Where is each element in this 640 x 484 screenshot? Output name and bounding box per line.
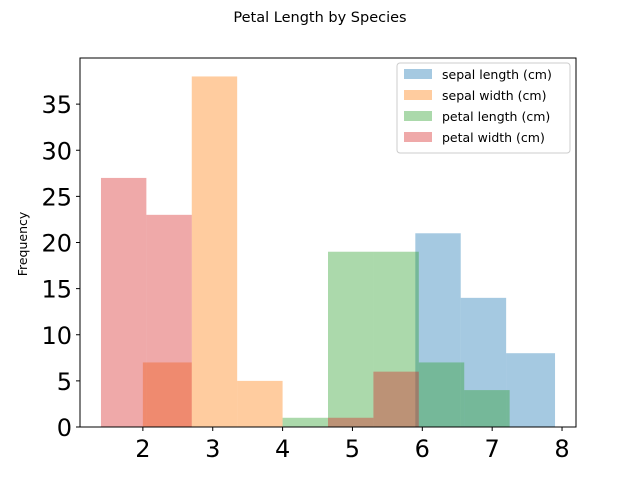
bar-series-3-bin-3: [373, 371, 419, 427]
y-tick-label-2: 10: [41, 322, 72, 350]
x-tick-label-1: 3: [205, 435, 220, 463]
bar-series-3-bin-1: [146, 214, 192, 427]
bar-series-1-bin-2: [237, 380, 283, 428]
x-tick-label-4: 6: [415, 435, 430, 463]
legend: sepal length (cm) sepal width (cm) petal l…: [396, 62, 571, 154]
legend-label-0: sepal length (cm): [442, 67, 552, 82]
x-tick-label-3: 5: [345, 435, 360, 463]
bar-series-2-bin-0: [282, 417, 328, 427]
x-tick-label-5: 7: [485, 435, 500, 463]
chart-title: Petal Length by Species: [233, 10, 406, 26]
bar-series-2-bin-3: [418, 362, 465, 427]
legend-swatch-2: [404, 111, 432, 121]
legend-label-1: sepal width (cm): [442, 88, 546, 103]
bar-series-0-bin-0: [415, 233, 461, 427]
bar-series-2-bin-2: [373, 251, 419, 427]
x-tick-label-2: 4: [275, 435, 290, 463]
bar-series-1-bin-1: [191, 76, 238, 427]
axes-group: 2 3 4 5 6 7 8 0 5 10 15 20 25 30 35: [41, 57, 577, 463]
y-tick-label-4: 20: [41, 230, 72, 258]
bar-series-3-bin-0: [100, 177, 147, 427]
legend-label-2: petal length (cm): [442, 109, 550, 124]
legend-box: [396, 62, 571, 154]
bar-series-1-bin-0: [142, 362, 192, 427]
y-tick-label-6: 30: [41, 137, 72, 165]
x-tick-label-0: 2: [135, 435, 150, 463]
y-tick-label-0: 0: [57, 414, 72, 442]
y-tick-label-1: 5: [57, 368, 72, 396]
legend-swatch-0: [404, 69, 432, 79]
y-axis-label: Frequency: [15, 211, 30, 276]
bar-series-2-bin-4: [464, 390, 510, 427]
y-tick-label-7: 35: [41, 91, 72, 119]
bar-series-2-bin-1: [328, 251, 374, 427]
legend-swatch-3: [404, 132, 432, 142]
y-tick-label-3: 15: [41, 276, 72, 304]
x-tick-label-6: 8: [554, 435, 569, 463]
bars-group: [100, 76, 556, 428]
y-tick-label-5: 25: [41, 183, 72, 211]
bar-series-3-bin-2: [328, 417, 374, 427]
legend-swatch-1: [404, 90, 432, 100]
bar-series-0-bin-1: [460, 297, 507, 427]
legend-label-3: petal width (cm): [442, 130, 545, 145]
bar-series-0-bin-2: [506, 353, 556, 427]
